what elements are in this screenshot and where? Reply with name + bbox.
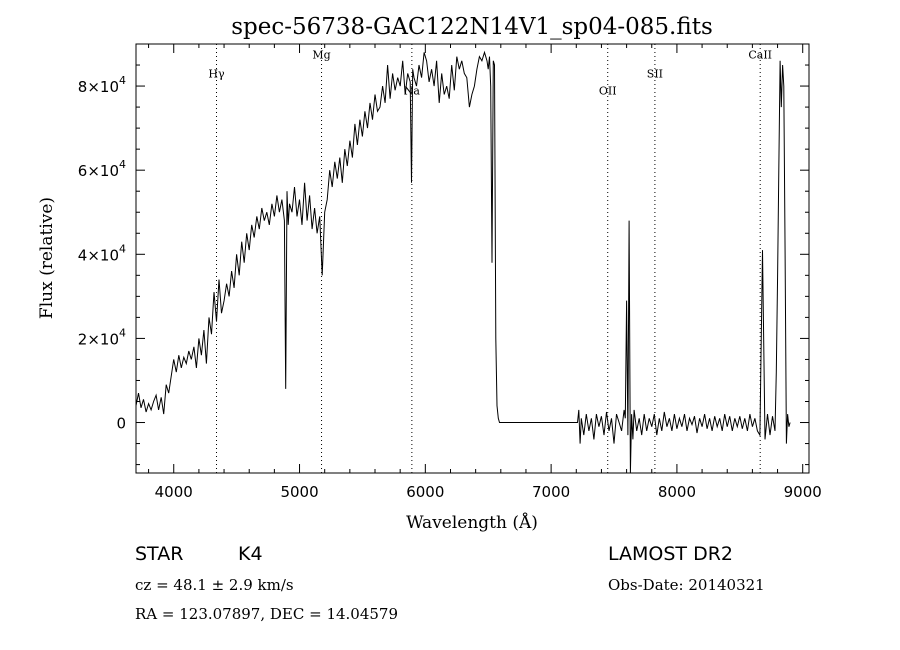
x-axis-label: Wavelength (Å) xyxy=(406,512,538,533)
observation-date: Obs-Date: 20140321 xyxy=(608,576,765,594)
x-axis: 4000 5000 6000 7000 8000 9000 xyxy=(148,44,822,501)
spectral-line-label: SII xyxy=(647,68,663,81)
y-tick-label: 8×104 xyxy=(78,74,126,96)
spectral-line-label: Mg xyxy=(312,49,330,62)
spectrum-series-line xyxy=(135,50,791,474)
y-tick-label: 4×104 xyxy=(78,242,126,264)
spectral-line-label: CaII xyxy=(748,49,772,62)
x-tick-label: 7000 xyxy=(532,483,570,501)
y-tick-mantissa: 0 xyxy=(116,415,126,433)
chart-title: spec-56738-GAC122N14V1_sp04-085.fits xyxy=(231,14,713,40)
spectral-line-label: Hγ xyxy=(208,68,225,81)
y-tick-label: 2×104 xyxy=(78,326,126,348)
object-class: STAR xyxy=(135,543,183,565)
y-axis-label: Flux (relative) xyxy=(37,197,57,319)
x-tick-label: 6000 xyxy=(406,483,444,501)
y-tick-exponent: 4 xyxy=(119,242,126,255)
y-tick-label: 0 xyxy=(116,415,126,433)
x-tick-label: 9000 xyxy=(784,483,822,501)
y-tick-exponent: 4 xyxy=(119,74,126,87)
y-tick-mantissa: 2×10 xyxy=(78,330,119,348)
y-tick-mantissa: 6×10 xyxy=(78,162,119,180)
coordinates-readout: RA = 123.07897, DEC = 14.04579 xyxy=(135,605,398,623)
survey-name: LAMOST DR2 xyxy=(608,543,733,565)
x-tick-label: 8000 xyxy=(658,483,696,501)
x-tick-label: 5000 xyxy=(280,483,318,501)
redshift-readout: cz = 48.1 ± 2.9 km/s xyxy=(135,576,294,594)
x-tick-label: 4000 xyxy=(155,483,193,501)
y-tick-label: 6×104 xyxy=(78,158,126,180)
object-subclass: K4 xyxy=(238,543,263,565)
spectral-line-label: OII xyxy=(599,84,617,97)
y-tick-exponent: 4 xyxy=(119,158,126,171)
plot-frame xyxy=(135,43,810,474)
y-tick-exponent: 4 xyxy=(119,326,126,339)
y-tick-mantissa: 8×10 xyxy=(78,78,119,96)
y-tick-mantissa: 4×10 xyxy=(78,246,119,264)
